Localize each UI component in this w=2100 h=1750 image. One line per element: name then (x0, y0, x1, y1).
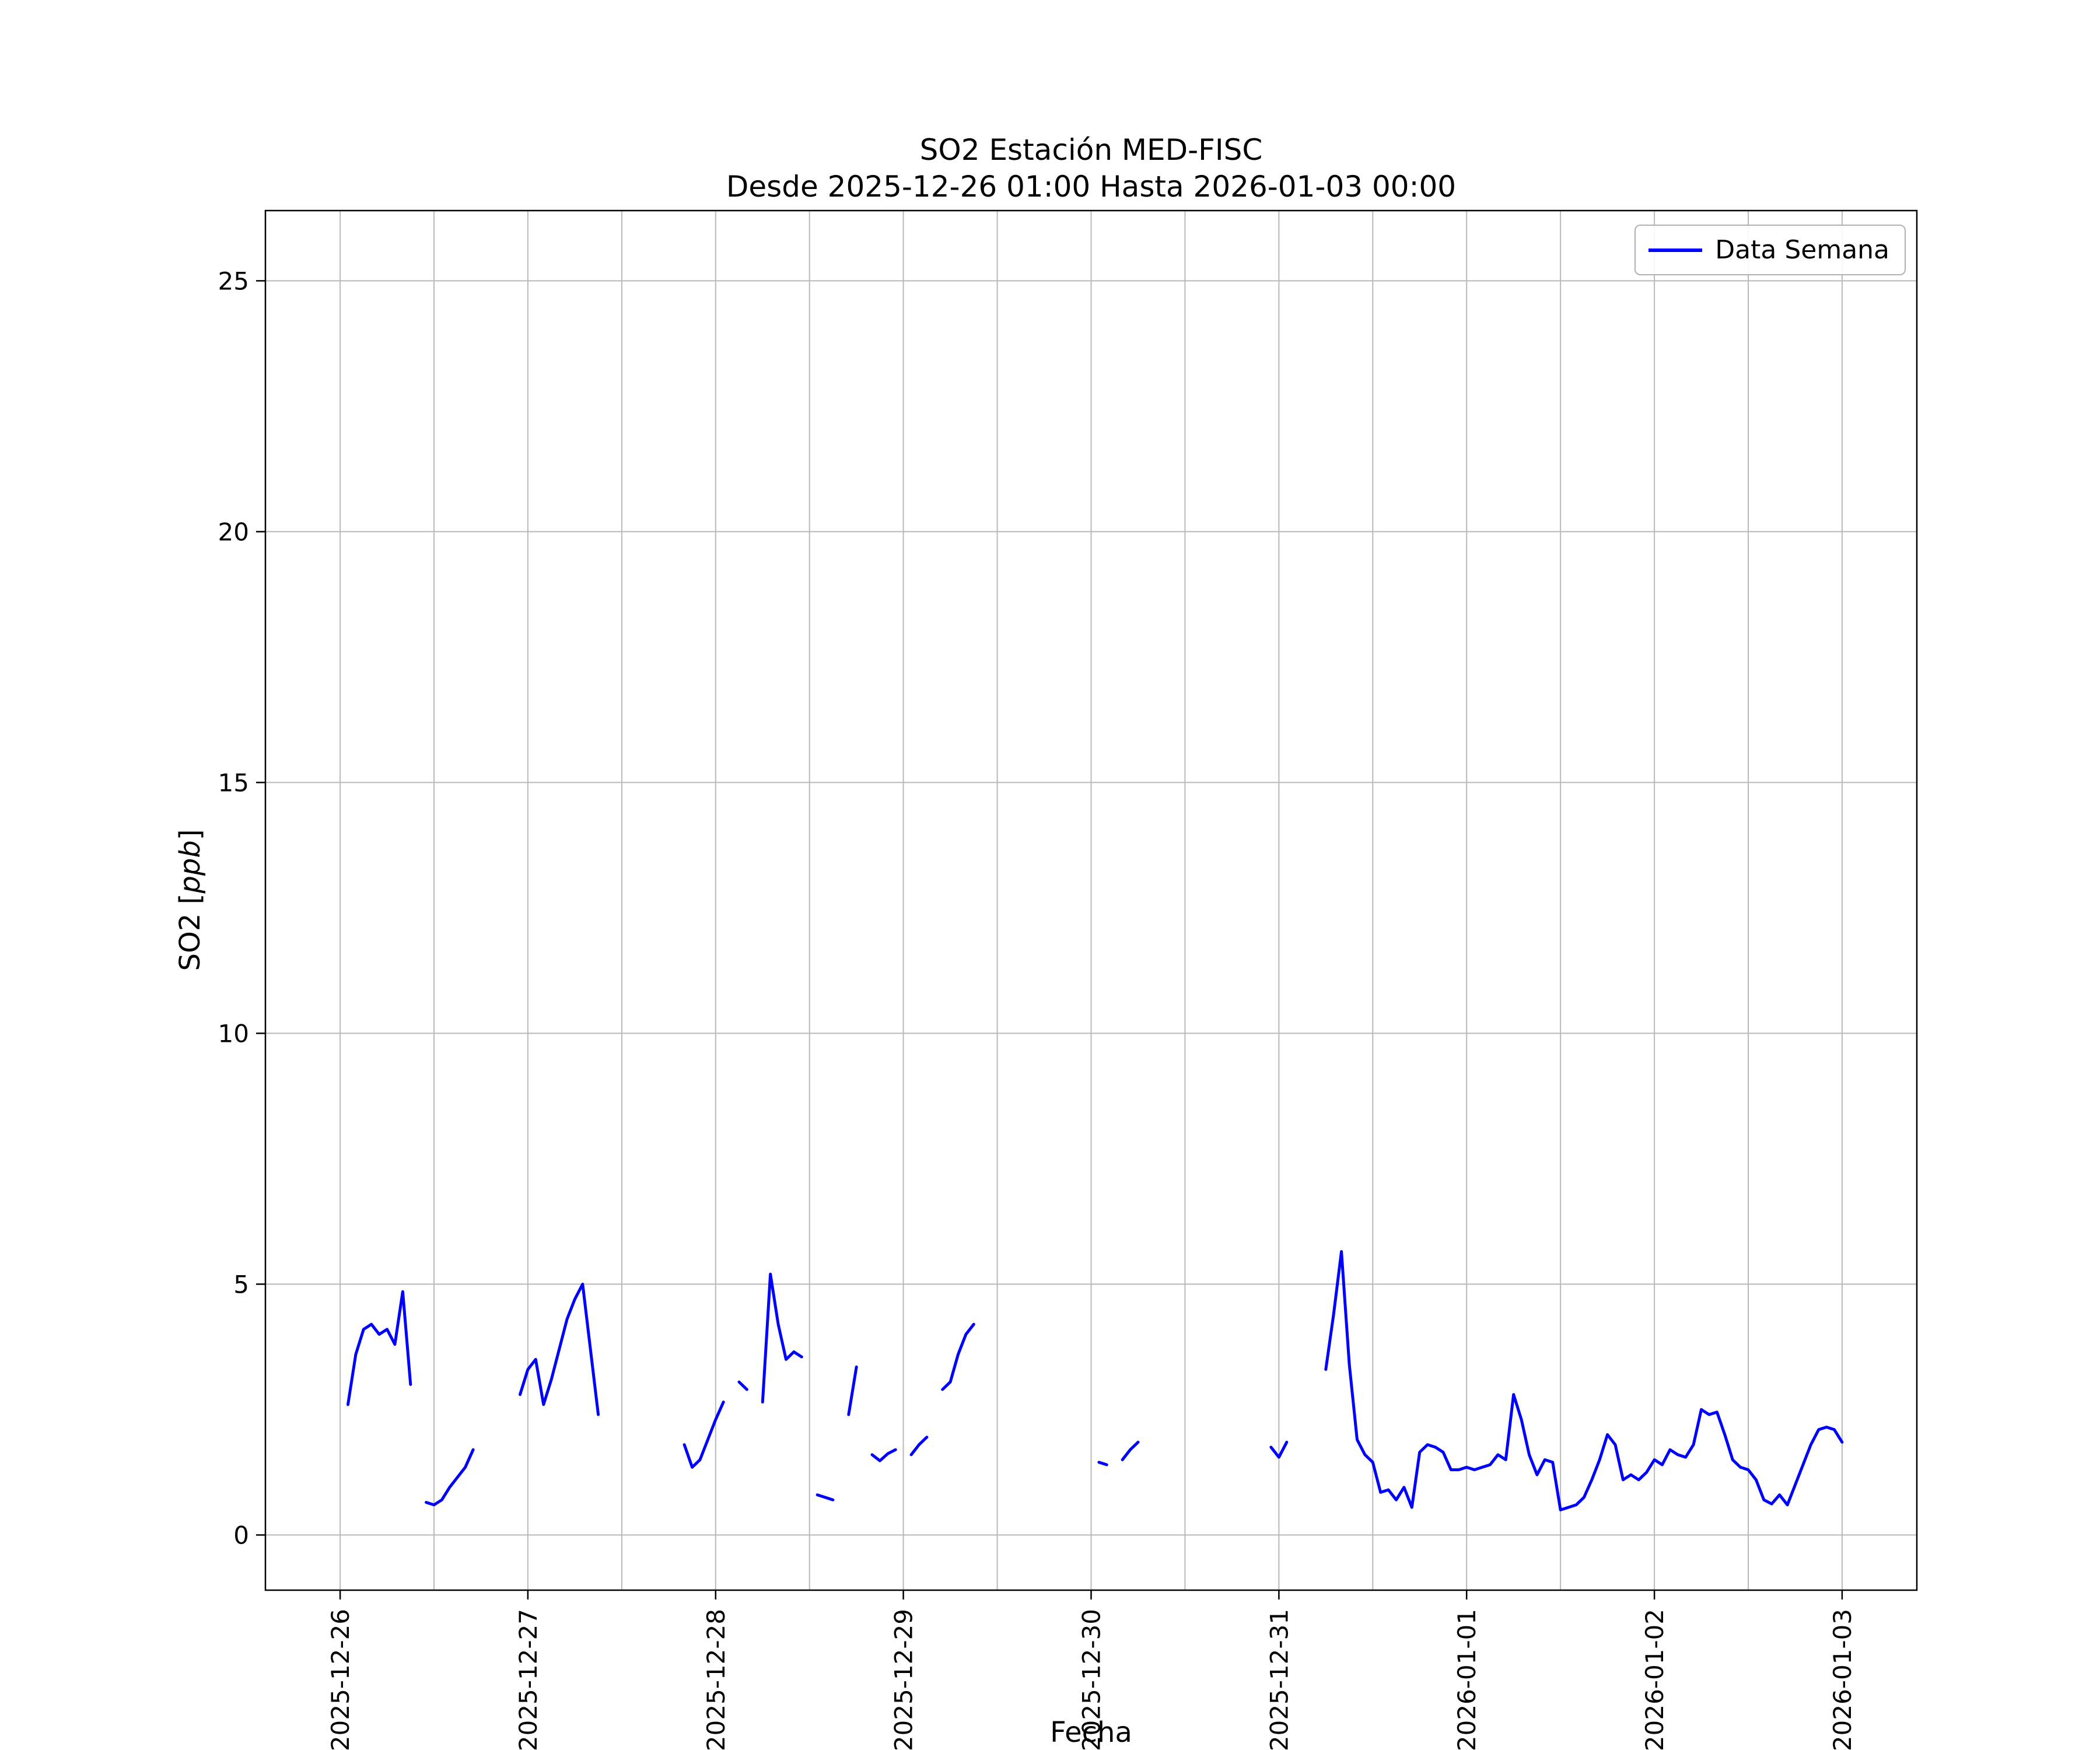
y-tick-label: 15 (218, 768, 249, 797)
x-tick-label: 2025-12-27 (514, 1609, 542, 1750)
x-tick-label: 2025-12-26 (326, 1609, 355, 1750)
x-tick-label: 2025-12-31 (1265, 1609, 1293, 1750)
plot-subtitle: Desde 2025-12-26 01:00 Hasta 2026-01-03 … (726, 169, 1457, 204)
x-tick-label: 2026-01-01 (1452, 1609, 1481, 1750)
x-tick-label: 2025-12-28 (702, 1609, 730, 1750)
x-tick-label: 2026-01-03 (1828, 1609, 1857, 1750)
y-gridlines (265, 280, 1917, 1536)
x-gridlines (340, 211, 1843, 1590)
x-axis-label: Fecha (1050, 1716, 1132, 1749)
y-axis-label-suffix: ] (174, 829, 206, 841)
legend: Data Semana (1634, 225, 1906, 275)
y-ticks: 0 5 10 15 20 25 (218, 267, 265, 1549)
plot-title: SO2 Estación MED-FISC (919, 133, 1263, 167)
x-tick-label: 2025-12-29 (890, 1609, 918, 1750)
data-line (346, 1250, 1844, 1511)
y-tick-label: 10 (218, 1019, 249, 1048)
y-axis-label: SO2 [ppb] (174, 830, 206, 971)
y-tick-label: 5 (233, 1270, 249, 1298)
legend-label: Data Semana (1715, 235, 1889, 265)
y-tick-label: 0 (233, 1521, 249, 1549)
y-tick-label: 20 (218, 517, 249, 546)
plot-title-block: SO2 Estación MED-FISC Desde 2025-12-26 0… (265, 132, 1917, 205)
y-tick-label: 25 (218, 267, 249, 295)
y-axis-label-prefix: SO2 [ (174, 893, 206, 971)
x-tick-label: 2025-12-30 (1077, 1609, 1106, 1750)
y-axis-label-unit: ppb (174, 840, 206, 894)
legend-line-sample-icon (1648, 248, 1703, 252)
x-tick-label: 2026-01-02 (1640, 1609, 1669, 1750)
x-ticks: 2025-12-26 2025-12-27 2025-12-28 2025-12-29… (326, 1590, 1857, 1750)
